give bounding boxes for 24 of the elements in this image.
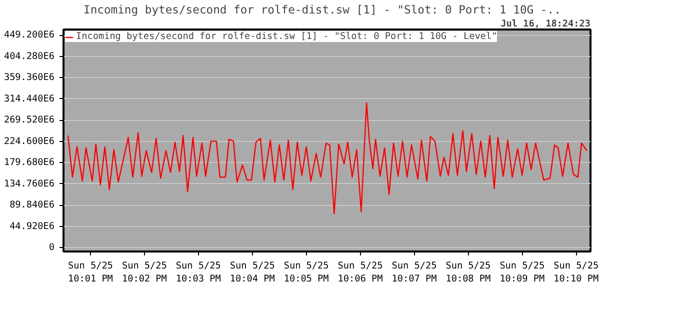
y-tick-label: 224.600E6 — [4, 136, 55, 147]
chart-title: Incoming bytes/second for rolfe-dist.sw [1] - "Slot: 0 Port: 1 10G -.. — [84, 2, 561, 16]
x-tick-label: Sun 5/25 10:10 PM — [554, 260, 599, 285]
x-tick-label: Sun 5/25 10:08 PM — [446, 260, 492, 285]
text: Jul 16, 18:24:23 — [500, 18, 591, 30]
y-tick-label: 404.280E6 — [4, 50, 55, 62]
x-tick-label: Sun 5/25 10:09 PM — [500, 260, 545, 285]
y-tick-label: 0 — [48, 242, 55, 254]
y-tick-label: 359.360E6 — [4, 72, 55, 84]
y-tick-label: 449.200E6 — [4, 30, 55, 41]
y-tick-label: 179.680E6 — [4, 157, 55, 168]
text: Incoming bytes/second for rolfe-dist.sw [1] - "Slot: 0 Port: 1 10G - Level" — [76, 31, 498, 42]
x-tick-label: Sun 5/25 10:02 PM — [122, 260, 168, 285]
y-tick-label: 134.760E6 — [4, 178, 55, 190]
y-tick-label: 89.840E6 — [10, 200, 55, 211]
y-tick-label: 269.520E6 — [4, 114, 55, 126]
x-tick-label: Sun 5/25 10:06 PM — [338, 260, 384, 285]
y-tick-label: 44.920E6 — [10, 220, 55, 232]
x-tick-label: Sun 5/25 10:07 PM — [392, 260, 438, 285]
x-tick-label: Sun 5/25 10:05 PM — [284, 260, 330, 285]
y-tick-label: 314.440E6 — [4, 93, 55, 104]
x-tick-label: Sun 5/25 10:01 PM — [68, 260, 114, 285]
x-tick-label: Sun 5/25 10:04 PM — [230, 260, 276, 285]
x-tick-label: Sun 5/25 10:03 PM — [176, 260, 222, 285]
